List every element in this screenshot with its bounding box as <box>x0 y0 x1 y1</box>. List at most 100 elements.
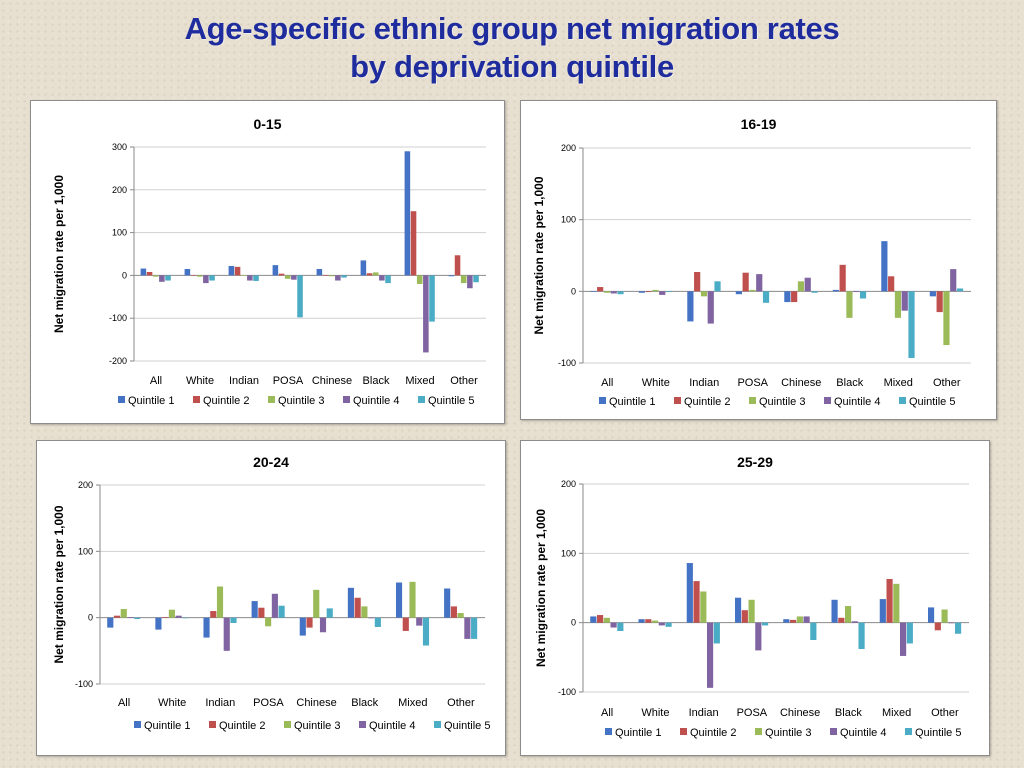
legend-label: Quintile 1 <box>615 727 661 739</box>
legend-swatch <box>830 728 837 735</box>
y-tick-label: 200 <box>78 480 93 490</box>
bar-quintile-2-white <box>190 274 197 276</box>
bar-quintile-4-all <box>127 617 134 618</box>
category-label: All <box>150 375 162 387</box>
legend-swatch <box>749 397 756 404</box>
chart-svg-3: 20-24 Net migration rate per 1,000 -100 0 10… <box>52 454 490 732</box>
bar-quintile-5-posa <box>297 275 303 318</box>
legend-label: Quintile 4 <box>369 720 415 732</box>
bar-quintile-4-posa <box>271 593 278 618</box>
bar-quintile-2-all <box>113 615 121 618</box>
bar-quintile-3-white <box>168 609 175 618</box>
bar-quintile-5-other <box>471 617 478 639</box>
bar-quintile-2-posa <box>278 273 285 276</box>
bar-quintile-1-mixed <box>404 151 411 276</box>
bar-quintile-4-chinese <box>803 616 810 623</box>
bar-quintile-2-posa <box>742 272 749 292</box>
bar-quintile-1-chinese <box>316 268 323 276</box>
bar-quintile-5-white <box>665 291 673 293</box>
bar-quintile-3-all <box>603 291 611 293</box>
bar-quintile-1-other <box>927 607 935 623</box>
bar-quintile-4-black <box>368 617 375 619</box>
legend-swatch <box>755 728 762 735</box>
y-tick-label: 200 <box>112 185 127 195</box>
bar-quintile-3-mixed <box>894 291 902 318</box>
legend-swatch <box>824 397 831 404</box>
y-tick-label: -100 <box>558 687 576 697</box>
bar-quintile-3-all <box>152 275 159 277</box>
legend-swatch <box>134 721 141 728</box>
bar-quintile-5-indian <box>230 617 237 623</box>
bar-quintile-3-posa <box>748 599 755 623</box>
bar-quintile-4-chinese <box>335 275 341 281</box>
legend-swatch <box>905 728 912 735</box>
legend-swatch <box>418 396 425 403</box>
y-axis-label: Net migration rate per 1,000 <box>52 175 66 333</box>
bar-quintile-5-chinese <box>341 275 347 278</box>
bar-quintile-4-indian <box>707 291 714 324</box>
bar-quintile-2-mixed <box>886 578 893 623</box>
bar-quintile-4-white <box>203 275 209 284</box>
category-label: POSA <box>737 377 768 389</box>
legend-swatch <box>284 721 291 728</box>
legend-label: Quintile 1 <box>128 395 174 407</box>
category-label: Indian <box>689 377 719 389</box>
bar-quintile-4-mixed <box>416 617 423 626</box>
chart-svg-4: 25-29 Net migration rate per 1,000 -100 0 10… <box>534 454 969 739</box>
bar-quintile-4-white <box>175 615 182 618</box>
bar-quintile-2-mixed <box>410 211 417 276</box>
bar-quintile-3-mixed <box>416 275 423 284</box>
bar-quintile-1-mixed <box>395 582 403 618</box>
bar-quintile-3-chinese <box>796 616 803 623</box>
bar-quintile-3-white <box>652 620 659 623</box>
chart-title: 20-24 <box>253 454 289 470</box>
y-tick-label: 200 <box>561 479 576 489</box>
bar-quintile-2-all <box>597 287 604 292</box>
category-label: Chinese <box>312 375 352 387</box>
bar-quintile-4-other <box>467 275 473 289</box>
bar-quintile-2-black <box>839 264 846 292</box>
bar-quintile-1-indian <box>203 617 210 638</box>
bar-quintile-3-black <box>372 272 379 276</box>
bar-quintile-1-black <box>832 289 839 292</box>
bar-quintile-3-black <box>846 291 853 318</box>
category-label: All <box>601 707 613 719</box>
legend-label: Quintile 2 <box>203 395 249 407</box>
legend-swatch <box>193 396 200 403</box>
bar-quintile-1-black <box>831 599 838 623</box>
bar-quintile-3-chinese <box>797 281 805 292</box>
legend-label: Quintile 5 <box>909 396 955 408</box>
legend-label: Quintile 1 <box>144 720 190 732</box>
bar-quintile-3-posa <box>749 289 756 292</box>
bar-quintile-4-indian <box>247 275 253 281</box>
bar-quintile-1-other <box>448 275 455 277</box>
y-tick-label: 100 <box>561 215 576 225</box>
bar-quintile-3-black <box>361 606 368 618</box>
bar-quintile-2-all <box>596 615 604 623</box>
chart-title: 16-19 <box>741 116 777 132</box>
bar-quintile-3-indian <box>700 291 708 297</box>
y-tick-label: 0 <box>571 618 576 628</box>
chart-panel-1: 0-15 Net migration rate per 1,000 -200 -100… <box>30 100 505 424</box>
y-tick-label: 300 <box>112 142 127 152</box>
bar-quintile-4-mixed <box>901 291 908 311</box>
category-label: POSA <box>737 707 768 719</box>
y-axis-label: Net migration rate per 1,000 <box>534 509 548 667</box>
category-label: Chinese <box>781 377 821 389</box>
bar-quintile-4-other <box>950 269 957 292</box>
legend-swatch <box>680 728 687 735</box>
bar-quintile-4-posa <box>755 622 762 651</box>
legend-label: Quintile 5 <box>428 395 474 407</box>
bar-quintile-2-other <box>450 606 457 618</box>
bar-quintile-3-indian <box>700 591 707 623</box>
category-label: Other <box>931 707 959 719</box>
bar-quintile-1-white <box>638 291 645 293</box>
bar-quintile-2-posa <box>258 607 265 618</box>
chart-title: 25-29 <box>737 454 773 470</box>
bar-quintile-4-posa <box>291 275 297 280</box>
bar-quintile-2-all <box>146 271 153 276</box>
category-label: Other <box>933 377 961 389</box>
legend-swatch <box>118 396 125 403</box>
bar-quintile-4-black <box>379 275 385 281</box>
bar-quintile-5-other <box>473 275 479 283</box>
